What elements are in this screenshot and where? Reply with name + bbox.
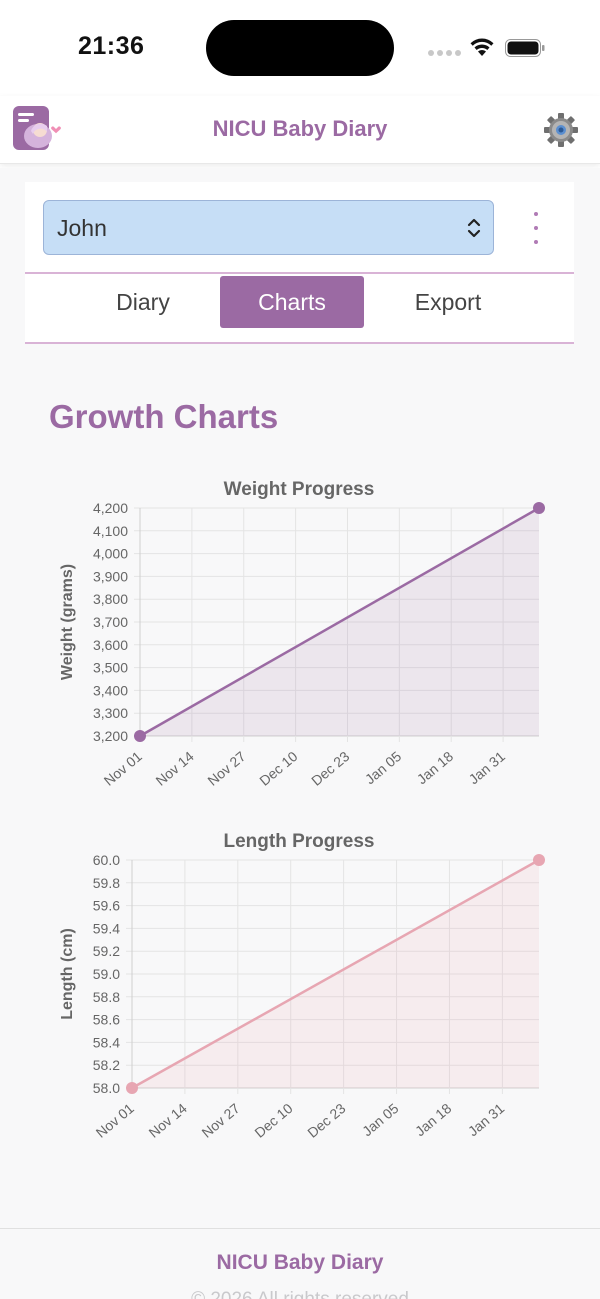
weight-chart: Weight Progress Weight (grams) 3,200 3,300 3… bbox=[59, 479, 545, 789]
baby-select-dropdown[interactable]: John bbox=[43, 200, 494, 255]
x-tick-label: Dec 10 bbox=[256, 748, 300, 789]
x-tick-label: Jan 31 bbox=[466, 748, 509, 787]
cellular-signal-icon bbox=[428, 50, 461, 56]
y-tick-label: 3,300 bbox=[93, 705, 128, 721]
app-title: NICU Baby Diary bbox=[212, 116, 388, 141]
y-tick-label: 59.2 bbox=[93, 943, 120, 959]
x-tick-label: Jan 05 bbox=[362, 748, 405, 787]
y-tick-label: 3,600 bbox=[93, 637, 128, 653]
footer: NICU Baby Diary © 2026 All rights reserv… bbox=[0, 1228, 600, 1299]
y-tick-label: 58.0 bbox=[93, 1080, 120, 1096]
data-point[interactable] bbox=[126, 1082, 138, 1094]
x-tick-label: Dec 23 bbox=[304, 1100, 348, 1141]
y-tick-label: 4,100 bbox=[93, 523, 128, 539]
tab-diary[interactable]: Diary bbox=[116, 289, 170, 315]
x-tick-label: Nov 14 bbox=[153, 748, 197, 789]
y-tick-label: 59.8 bbox=[93, 875, 120, 891]
y-tick-label: 58.4 bbox=[93, 1034, 120, 1050]
wifi-icon bbox=[470, 38, 494, 56]
y-tick-label: 4,200 bbox=[93, 500, 128, 516]
status-bar: 21:36 bbox=[0, 0, 600, 96]
baby-selector-row: John bbox=[25, 182, 574, 274]
footer-title: NICU Baby Diary bbox=[216, 1251, 384, 1274]
y-tick-label: 58.8 bbox=[93, 989, 120, 1005]
y-tick-label: 3,200 bbox=[93, 728, 128, 744]
x-tick-label: Nov 01 bbox=[93, 1100, 137, 1141]
select-chevrons-icon bbox=[467, 218, 481, 238]
app-header: NICU Baby Diary bbox=[0, 96, 600, 164]
battery-icon bbox=[505, 39, 545, 57]
y-axis-label: Length (cm) bbox=[59, 928, 76, 1020]
data-point[interactable] bbox=[533, 502, 545, 514]
y-tick-label: 59.0 bbox=[93, 966, 120, 982]
y-tick-label: 59.4 bbox=[93, 920, 120, 936]
tab-bar: Diary Charts Export bbox=[25, 274, 574, 344]
y-tick-label: 4,000 bbox=[93, 546, 128, 562]
more-options-icon[interactable] bbox=[526, 210, 546, 246]
dynamic-island bbox=[206, 20, 394, 76]
x-tick-label: Dec 10 bbox=[251, 1100, 295, 1141]
x-tick-label: Nov 14 bbox=[146, 1100, 190, 1141]
data-point[interactable] bbox=[533, 854, 545, 866]
chart-title: Weight Progress bbox=[224, 479, 375, 500]
y-tick-label: 3,500 bbox=[93, 660, 128, 676]
x-tick-label: Nov 01 bbox=[101, 748, 145, 789]
x-tick-label: Jan 05 bbox=[359, 1100, 402, 1139]
footer-copyright: © 2026 All rights reserved bbox=[0, 1289, 600, 1299]
x-tick-label: Nov 27 bbox=[198, 1100, 242, 1141]
y-axis-label: Weight (grams) bbox=[59, 564, 76, 680]
tab-charts[interactable]: Charts bbox=[220, 276, 364, 328]
x-tick-label: Nov 27 bbox=[204, 748, 248, 789]
y-tick-label: 58.6 bbox=[93, 1012, 120, 1028]
app-logo-icon bbox=[13, 106, 61, 150]
y-tick-label: 3,800 bbox=[93, 591, 128, 607]
y-tick-label: 3,400 bbox=[93, 682, 128, 698]
series-line bbox=[131, 858, 540, 1090]
series-line bbox=[139, 506, 540, 738]
x-tick-label: Dec 23 bbox=[308, 748, 352, 789]
baby-select-value: John bbox=[57, 215, 107, 241]
y-tick-label: 60.0 bbox=[93, 852, 120, 868]
settings-gear-icon[interactable] bbox=[543, 112, 579, 148]
y-tick-label: 3,700 bbox=[93, 614, 128, 630]
chart-title: Length Progress bbox=[224, 831, 375, 852]
length-chart: Length Progress Length (cm) 58.0 58.2 58.4 58… bbox=[59, 831, 545, 1141]
x-tick-label: Jan 18 bbox=[414, 748, 457, 787]
y-tick-label: 59.6 bbox=[93, 898, 120, 914]
y-tick-label: 58.2 bbox=[93, 1057, 120, 1073]
tab-export[interactable]: Export bbox=[414, 289, 482, 315]
page-title: Growth Charts bbox=[49, 398, 279, 435]
x-tick-label: Jan 18 bbox=[412, 1100, 455, 1139]
x-tick-label: Jan 31 bbox=[465, 1100, 508, 1139]
data-point[interactable] bbox=[134, 730, 146, 742]
main-content: John Diary Charts Export Growth Charts bbox=[0, 168, 600, 1228]
status-time: 21:36 bbox=[78, 32, 145, 60]
y-tick-label: 3,900 bbox=[93, 568, 128, 584]
